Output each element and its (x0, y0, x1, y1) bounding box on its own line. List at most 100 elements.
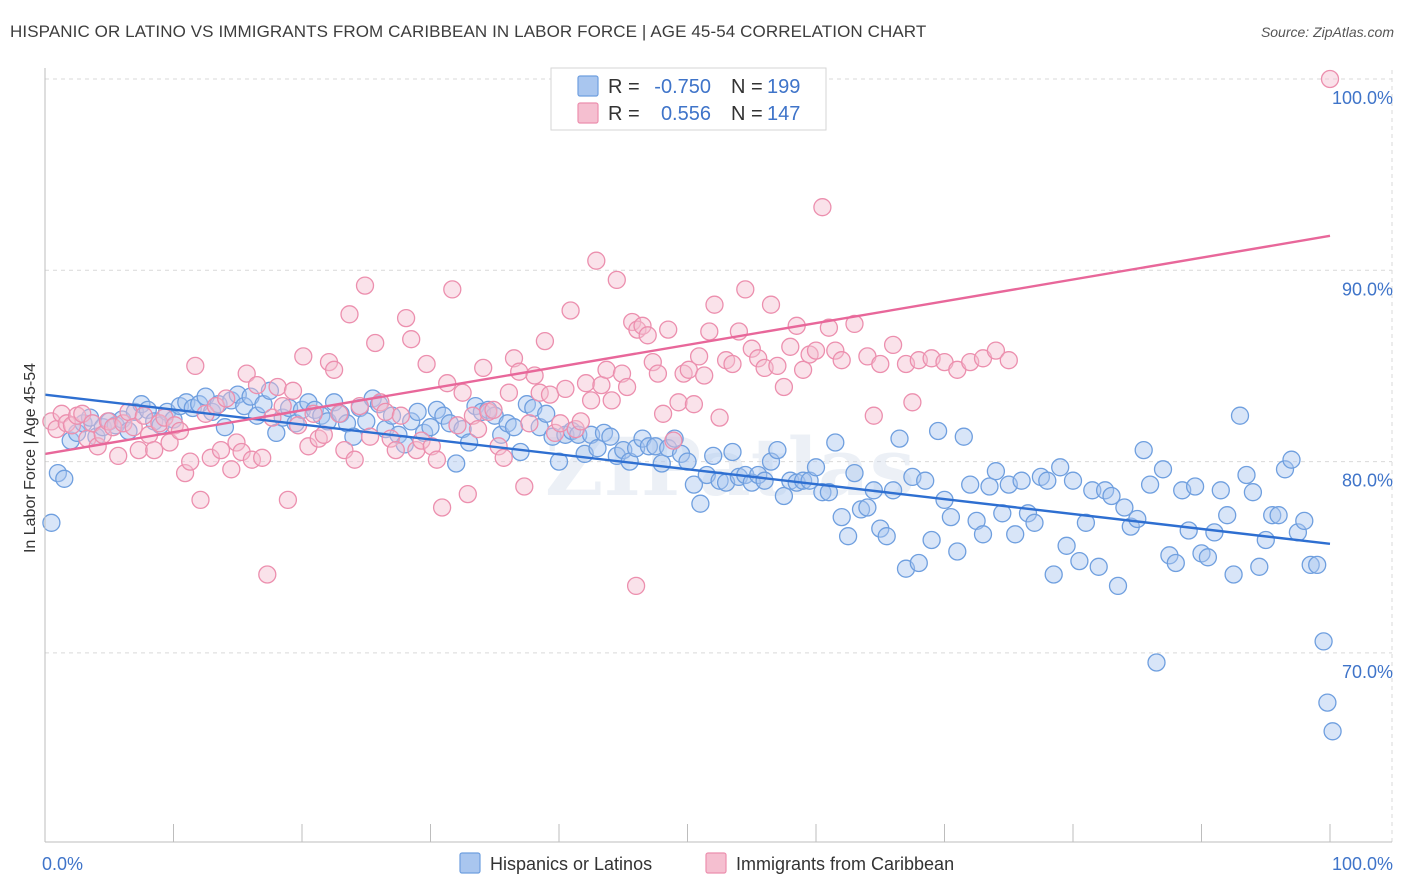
point-hispanics (588, 439, 607, 458)
point-caribbean (278, 490, 298, 510)
point-hispanics (652, 454, 671, 473)
point-hispanics (1128, 509, 1147, 529)
point-hispanics (549, 452, 569, 471)
point-caribbean (749, 349, 768, 368)
point-hispanics (704, 446, 723, 466)
point-caribbean (602, 391, 621, 410)
point-caribbean (664, 431, 683, 450)
point-caribbean (806, 341, 826, 360)
point-hispanics (928, 421, 948, 441)
point-hispanics (1323, 722, 1342, 741)
point-caribbean (217, 389, 236, 408)
point-caribbean (864, 406, 883, 425)
point-caribbean (617, 377, 637, 397)
point-caribbean (340, 305, 359, 324)
point-caribbean (62, 416, 82, 435)
point-caribbean (871, 354, 890, 374)
point-hispanics (55, 469, 74, 488)
point-hispanics (948, 542, 967, 561)
point-caribbean (504, 349, 524, 368)
point-hispanics (1134, 440, 1153, 460)
stats-r-value-blue: -0.750 (654, 76, 711, 98)
point-hispanics (1147, 653, 1166, 672)
point-caribbean (633, 316, 652, 335)
point-caribbean (774, 377, 794, 397)
point-caribbean (556, 379, 575, 399)
point-caribbean (781, 337, 800, 356)
point-hispanics (1211, 481, 1230, 500)
point-caribbean (52, 404, 71, 423)
point-caribbean (412, 431, 431, 450)
point-hispanics (916, 471, 935, 490)
point-hispanics (1083, 481, 1102, 500)
point-hispanics (1198, 548, 1218, 567)
point-caribbean (700, 322, 719, 341)
point-caribbean (520, 414, 539, 433)
point-caribbean (793, 360, 813, 379)
point-caribbean (883, 335, 903, 355)
point-hispanics (1205, 523, 1224, 542)
point-hispanics (402, 412, 421, 431)
point-caribbean (402, 330, 421, 349)
point-caribbean (1320, 69, 1340, 89)
point-caribbean (145, 440, 164, 460)
point-hispanics (1006, 525, 1025, 544)
point-caribbean (83, 414, 102, 433)
point-hispanics (537, 404, 556, 423)
point-caribbean (98, 412, 118, 431)
point-caribbean (612, 364, 632, 383)
point-hispanics (639, 437, 659, 456)
point-hispanics (909, 553, 928, 573)
point-caribbean (227, 433, 246, 452)
point-hispanics (447, 454, 466, 473)
point-caribbean (222, 460, 241, 479)
point-hispanics (1185, 477, 1205, 496)
point-hispanics (1057, 536, 1076, 555)
point-caribbean (355, 276, 375, 295)
point-hispanics (819, 483, 839, 502)
point-caribbean (247, 375, 267, 395)
stats-n-label-pink: N = (731, 103, 763, 125)
point-hispanics (1140, 475, 1160, 494)
point-caribbean (648, 364, 668, 383)
point-hispanics (1295, 511, 1314, 531)
point-caribbean (124, 418, 143, 437)
point-hispanics (1230, 406, 1250, 425)
point-caribbean (458, 484, 477, 504)
point-hispanics (1301, 555, 1320, 575)
point-hispanics (723, 442, 742, 462)
point-hispanics (826, 433, 845, 452)
point-caribbean (345, 450, 364, 469)
point-hispanics (1089, 557, 1108, 576)
series-legend: Hispanics or Latinos Immigrants from Car… (459, 852, 954, 874)
point-caribbean (237, 364, 256, 383)
point-caribbean (396, 308, 416, 328)
point-hispanics (1237, 465, 1256, 485)
point-caribbean (109, 446, 128, 466)
point-hispanics (1012, 471, 1031, 490)
legend-swatch-caribbean (705, 852, 727, 874)
point-caribbean (103, 418, 123, 437)
point-caribbean (587, 251, 606, 270)
stats-r-label-blue: R = (608, 76, 640, 98)
point-hispanics (768, 440, 787, 460)
point-hispanics (845, 463, 864, 483)
point-caribbean (695, 366, 714, 385)
point-caribbean (638, 326, 657, 345)
point-caribbean (150, 414, 169, 433)
point-caribbean (659, 320, 678, 339)
axes-layer: 70.0% 80.0% 90.0% 100.0% 0.0% 100.0% (42, 68, 1393, 874)
point-caribbean (191, 490, 210, 510)
point-caribbean (705, 295, 724, 314)
point-caribbean (597, 360, 616, 379)
point-caribbean (386, 440, 405, 460)
point-hispanics (1063, 471, 1083, 490)
legend-swatch-hispanics (459, 852, 481, 874)
point-hispanics (986, 462, 1006, 481)
y-tick-label: 80.0% (1342, 471, 1393, 491)
point-caribbean (576, 374, 596, 393)
point-hispanics (755, 471, 774, 490)
point-caribbean (114, 414, 133, 433)
point-caribbean (443, 280, 462, 299)
